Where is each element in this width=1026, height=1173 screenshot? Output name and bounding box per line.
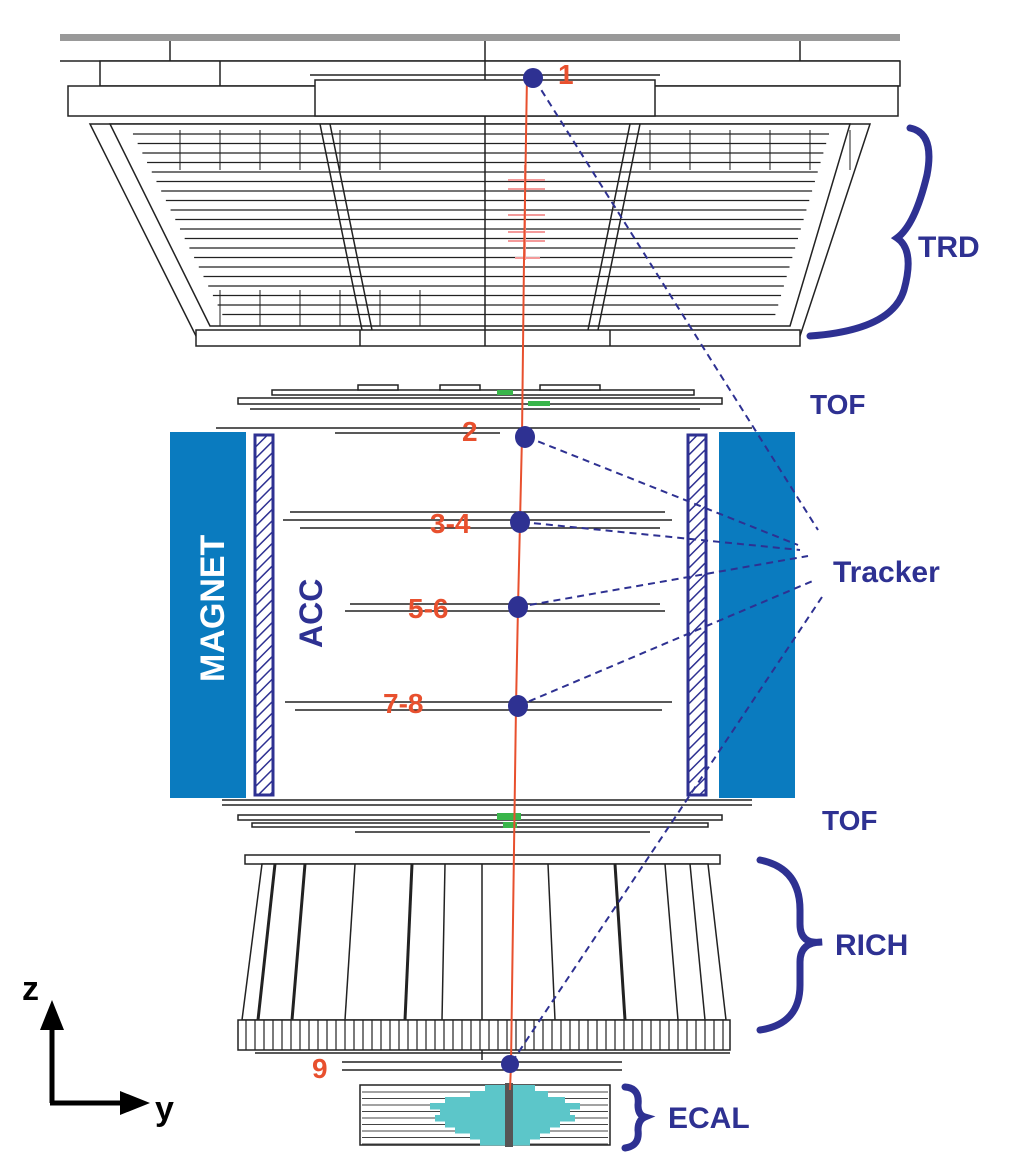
layer-label-1: 1 [558, 59, 574, 90]
acc-counters [253, 433, 708, 797]
trd-structure [60, 34, 901, 347]
curly-brace-icon [621, 124, 933, 1152]
axis-label-z: z [22, 970, 39, 1008]
layer-label-3-4: 3-4 [430, 508, 471, 539]
label-ecal: ECAL [668, 1102, 750, 1135]
layer-label-9: 9 [312, 1053, 328, 1084]
label-acc: ACC [293, 579, 329, 648]
magnet-body [170, 432, 795, 798]
tracker-planes [283, 432, 672, 711]
layer-label-7-8: 7-8 [383, 688, 423, 719]
rich-pmt-cells [245, 1020, 724, 1050]
ecal-shower-band [445, 1121, 560, 1128]
rich-structure [237, 854, 731, 1060]
ecal-shower-band [455, 1127, 550, 1134]
label-trd: TRD [918, 231, 980, 264]
tracker-layer-dots [501, 68, 543, 1073]
layer-label-5-6: 5-6 [408, 593, 448, 624]
tracker-pointer-lines [511, 79, 823, 1063]
axis-label-y: y [155, 1090, 174, 1128]
tof-lower-structure [222, 799, 752, 833]
tof-upper-structure [216, 384, 752, 429]
label-magnet: MAGNET [194, 534, 232, 682]
particle-track [509, 75, 528, 1091]
ecal-core [505, 1083, 513, 1147]
label-tof-upper: TOF [810, 389, 865, 420]
label-tracker: Tracker [833, 556, 940, 589]
label-tof-lower: TOF [822, 805, 877, 836]
layer-label-2: 2 [462, 416, 478, 447]
axis-arrow-icon [40, 1000, 150, 1115]
label-rich: RICH [835, 929, 908, 962]
